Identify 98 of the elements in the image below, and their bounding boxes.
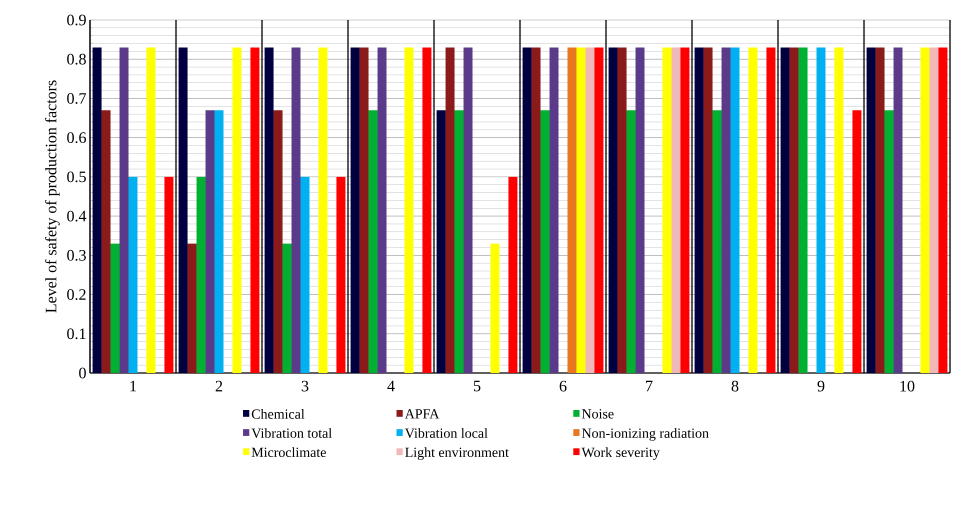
y-tick-label: 0.8 (67, 54, 86, 65)
bar (178, 47, 188, 373)
bar (894, 47, 903, 373)
bar (446, 47, 455, 373)
bar (920, 47, 930, 373)
y-axis-title: Level of safety of production factors (45, 80, 60, 313)
y-tick-label: 0.2 (67, 289, 86, 300)
x-tick-label: 3 (302, 380, 308, 392)
bar (206, 110, 215, 373)
bar (618, 47, 627, 373)
bar (780, 47, 790, 373)
bar (576, 47, 586, 373)
legend-label: Vibration local (404, 428, 488, 438)
bar (378, 47, 387, 373)
bar (232, 47, 242, 373)
x-tick-label: 10 (900, 380, 914, 392)
bar (540, 110, 550, 373)
x-tick-label: 1 (130, 380, 136, 392)
bar (422, 47, 432, 373)
bar (567, 47, 576, 373)
legend-label: Work severity (582, 447, 660, 460)
bar (436, 110, 446, 373)
bar (120, 47, 129, 373)
bar (938, 47, 948, 373)
bar (464, 47, 473, 373)
bar (508, 176, 518, 373)
x-tick-label: 7 (646, 380, 653, 392)
bar (636, 47, 645, 373)
bar (404, 47, 414, 373)
bar (626, 110, 636, 373)
bar (884, 110, 894, 373)
legend-label: Noise (582, 409, 614, 419)
y-tick-label: 0.6 (67, 132, 86, 144)
bar (490, 244, 500, 373)
bar (594, 47, 604, 373)
legend-label: Vibration total (251, 428, 332, 438)
bar (550, 47, 559, 373)
bar (532, 47, 541, 373)
bar (608, 47, 618, 373)
y-tick-label: 0.9 (67, 14, 86, 26)
bar (146, 47, 156, 373)
bar (454, 110, 464, 373)
bar (662, 47, 672, 373)
bar (798, 47, 808, 373)
y-tick-label: 0.5 (67, 171, 86, 182)
legend-label: APFA (404, 409, 440, 418)
bar (102, 110, 111, 373)
legend-label: Microclimate (252, 447, 326, 458)
bar (712, 110, 722, 373)
bar (852, 110, 862, 373)
bar (128, 176, 138, 373)
bar (360, 47, 369, 373)
bar (292, 47, 301, 373)
y-tick-label: 0.3 (67, 250, 86, 261)
legend-label: Light environment (405, 447, 509, 460)
bar (264, 47, 274, 373)
y-tick-label: 0.1 (67, 328, 86, 340)
bar (164, 176, 174, 373)
bar (522, 47, 532, 373)
bar (680, 47, 690, 373)
bar (274, 110, 283, 373)
x-tick-label: 5 (474, 380, 480, 392)
legend-label: Non-ionizing radiation (582, 428, 709, 441)
x-tick-label: 8 (732, 380, 738, 392)
bar (816, 47, 826, 373)
bar (748, 47, 758, 373)
bar (876, 47, 885, 373)
y-tick-label: 0.7 (67, 93, 86, 104)
legend-label: Chemical (252, 408, 304, 419)
bar (350, 47, 360, 373)
bar (694, 47, 704, 373)
bar (722, 47, 731, 373)
bar (790, 47, 799, 373)
bar (188, 244, 197, 373)
bar (250, 47, 260, 373)
bar (671, 47, 680, 373)
bar (766, 47, 776, 373)
bar (585, 47, 594, 373)
bar (282, 244, 292, 373)
bar (704, 47, 713, 373)
bar (92, 47, 102, 373)
bar (318, 47, 328, 373)
bar (214, 110, 224, 373)
bar (110, 244, 120, 373)
bar (300, 176, 310, 373)
bar (336, 176, 346, 373)
bar (866, 47, 876, 373)
bar (196, 176, 206, 373)
y-tick-label: 0.4 (67, 210, 86, 222)
bar (368, 110, 378, 373)
bar (730, 47, 740, 373)
x-tick-label: 2 (216, 380, 222, 392)
x-tick-label: 6 (560, 380, 567, 392)
bar (929, 47, 938, 373)
x-tick-label: 9 (818, 380, 824, 392)
y-tick-label: 0 (79, 368, 86, 378)
bar (834, 47, 844, 373)
x-tick-label: 4 (387, 380, 395, 392)
